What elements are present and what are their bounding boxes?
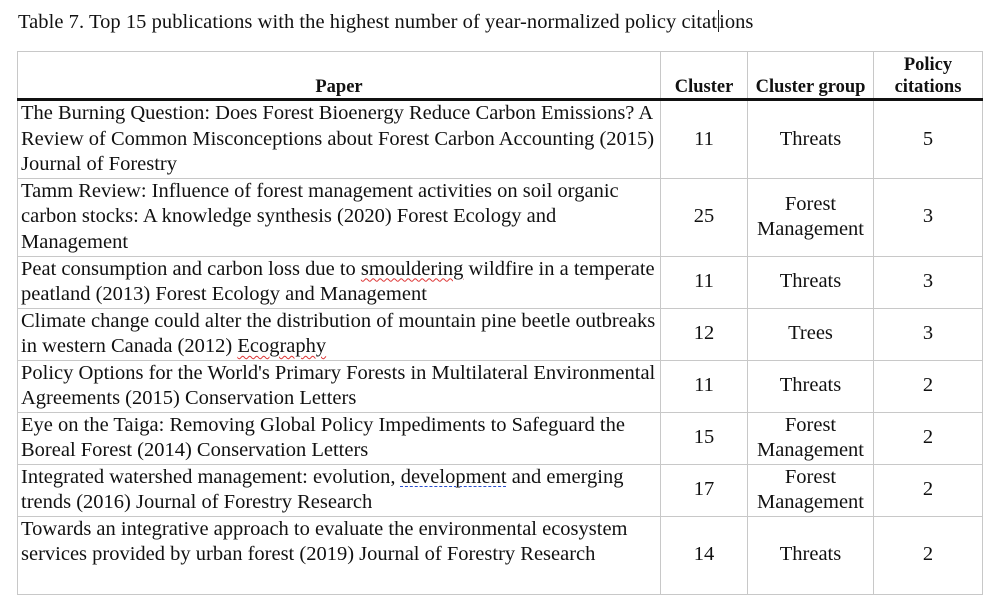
paper-text: Peat consumption and carbon loss due to (21, 257, 361, 280)
spellcheck-underlined-word[interactable]: smouldering (360, 257, 464, 280)
table-row: The Burning Question: Does Forest Bioene… (17, 99, 983, 179)
cluster-group-text: Forest Management (756, 192, 864, 240)
cluster-group-cell: Threats (747, 255, 874, 309)
cluster-cell: 12 (660, 307, 748, 361)
cluster-group-cell: Threats (747, 99, 874, 179)
grammar-underlined-word[interactable]: development (400, 465, 507, 488)
header-policy-line2: citations (894, 77, 962, 97)
header-paper: Paper (17, 51, 661, 101)
header-cluster-group: Cluster group (747, 51, 874, 101)
cluster-cell: 14 (660, 515, 748, 595)
cluster-cell: 11 (660, 99, 748, 179)
cluster-group-text: Forest Management (756, 413, 864, 461)
table-row: Integrated watershed management: evoluti… (17, 463, 983, 517)
paper-cell: The Burning Question: Does Forest Bioene… (17, 99, 661, 179)
paper-cell: Integrated watershed management: evoluti… (17, 463, 661, 517)
text-cursor (717, 10, 719, 32)
table-row: Eye on the Taiga: Removing Global Policy… (17, 411, 983, 465)
cluster-cell: 11 (660, 359, 748, 413)
cluster-group-cell: Forest Management (747, 177, 874, 257)
table-header-row: Paper Cluster Cluster group Policy citati… (17, 51, 983, 101)
caption-text: Table 7. Top 15 publications with the hi… (18, 11, 718, 33)
paper-text: wildfire in a temperate peatland (2013) … (21, 257, 655, 306)
policy-citations-cell: 3 (873, 307, 983, 361)
cluster-cell: 17 (660, 463, 748, 517)
paper-cell: Climate change could alter the distribut… (17, 307, 661, 361)
cluster-group-cell: Threats (747, 515, 874, 595)
paper-text: and emerging trends (2016) Journal of Fo… (21, 465, 624, 514)
policy-citations-cell: 5 (873, 99, 983, 179)
publications-table: Paper Cluster Cluster group Policy citati… (17, 51, 983, 595)
cluster-group-cell: Forest Management (747, 463, 874, 517)
cluster-group-cell: Threats (747, 359, 874, 413)
paper-cell: Peat consumption and carbon loss due to … (17, 255, 661, 309)
header-policy-line1: Policy (903, 55, 953, 75)
paper-text: Climate change could alter the distribut… (21, 309, 656, 358)
header-policy-citations: Policy citations (873, 51, 983, 101)
header-cluster: Cluster (660, 51, 748, 101)
table-row: Policy Options for the World's Primary F… (17, 359, 983, 413)
spellcheck-underlined-word[interactable]: Ecography (237, 335, 327, 357)
paper-cell: Policy Options for the World's Primary F… (17, 359, 661, 413)
paper-cell: Eye on the Taiga: Removing Global Policy… (17, 411, 661, 465)
policy-citations-cell: 2 (873, 463, 983, 517)
table-row: Peat consumption and carbon loss due to … (17, 255, 983, 309)
cluster-group-cell: Forest Management (747, 411, 874, 465)
cluster-cell: 15 (660, 411, 748, 465)
paper-cell: Tamm Review: Influence of forest managem… (17, 177, 661, 257)
table-caption: Table 7. Top 15 publications with the hi… (18, 10, 753, 34)
cluster-cell: 25 (660, 177, 748, 257)
table-row: Tamm Review: Influence of forest managem… (17, 177, 983, 257)
caption-text-end: ions (719, 11, 754, 33)
cluster-cell: 11 (660, 255, 748, 309)
cluster-group-cell: Trees (747, 307, 874, 361)
policy-citations-cell: 2 (873, 411, 983, 465)
table-row: Climate change could alter the distribut… (17, 307, 983, 361)
paper-cell: Towards an integrative approach to evalu… (17, 515, 661, 595)
policy-citations-cell: 3 (873, 177, 983, 257)
policy-citations-cell: 3 (873, 255, 983, 309)
paper-text: Integrated watershed management: evoluti… (21, 465, 401, 488)
cluster-group-text: Forest Management (756, 465, 864, 513)
policy-citations-cell: 2 (873, 359, 983, 413)
policy-citations-cell: 2 (873, 515, 983, 595)
table-row: Towards an integrative approach to evalu… (17, 515, 983, 595)
